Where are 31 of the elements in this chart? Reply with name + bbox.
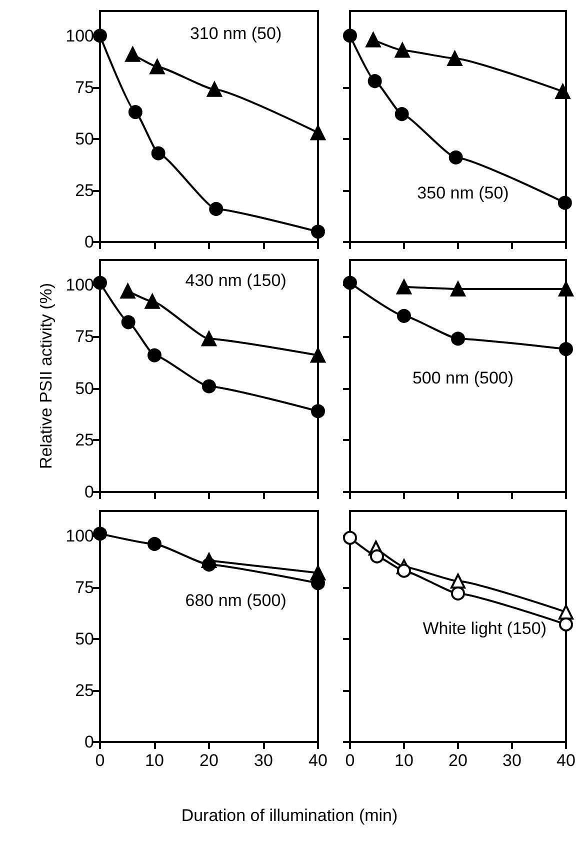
x-tick-label: 40 <box>308 751 328 770</box>
y-tick-label: 75 <box>75 578 94 597</box>
x-tick-label: 30 <box>502 751 522 770</box>
y-tick-label: 0 <box>84 482 94 502</box>
text: 310 nm (50) <box>190 24 282 44</box>
text: 680 nm (500) <box>185 591 286 610</box>
y-tick-label: 25 <box>75 180 94 200</box>
y-tick-label: 75 <box>75 78 94 97</box>
y-tick-label: 100 <box>66 26 94 46</box>
text: 350 nm (50) <box>417 184 509 203</box>
y-tick-label: 50 <box>75 129 94 148</box>
text: White light (150) <box>422 618 546 638</box>
y-tick-label: 50 <box>75 629 94 648</box>
x-tick-label: 10 <box>145 751 164 770</box>
y-tick-label: 25 <box>75 680 94 700</box>
x-tick-label: 20 <box>200 751 218 770</box>
x-tick-label: 40 <box>556 751 576 770</box>
x-tick-label: 20 <box>448 751 468 770</box>
y-tick-label: 50 <box>75 378 94 398</box>
text: 430 nm (150) <box>185 270 286 290</box>
y-tick-label: 100 <box>66 275 94 294</box>
y-tick-label: 0 <box>84 732 94 752</box>
y-tick-label: 75 <box>75 327 94 346</box>
x-tick-label: 30 <box>254 751 273 770</box>
y-tick-label: 0 <box>84 232 94 252</box>
text: 500 nm (500) <box>412 368 514 388</box>
x-tick-label: 0 <box>345 751 355 770</box>
x-axis-title: Duration of illumination (min) <box>180 806 399 826</box>
y-tick-label: 100 <box>66 526 94 546</box>
y-tick-label: 25 <box>75 430 94 450</box>
x-tick-label: 10 <box>394 751 414 770</box>
